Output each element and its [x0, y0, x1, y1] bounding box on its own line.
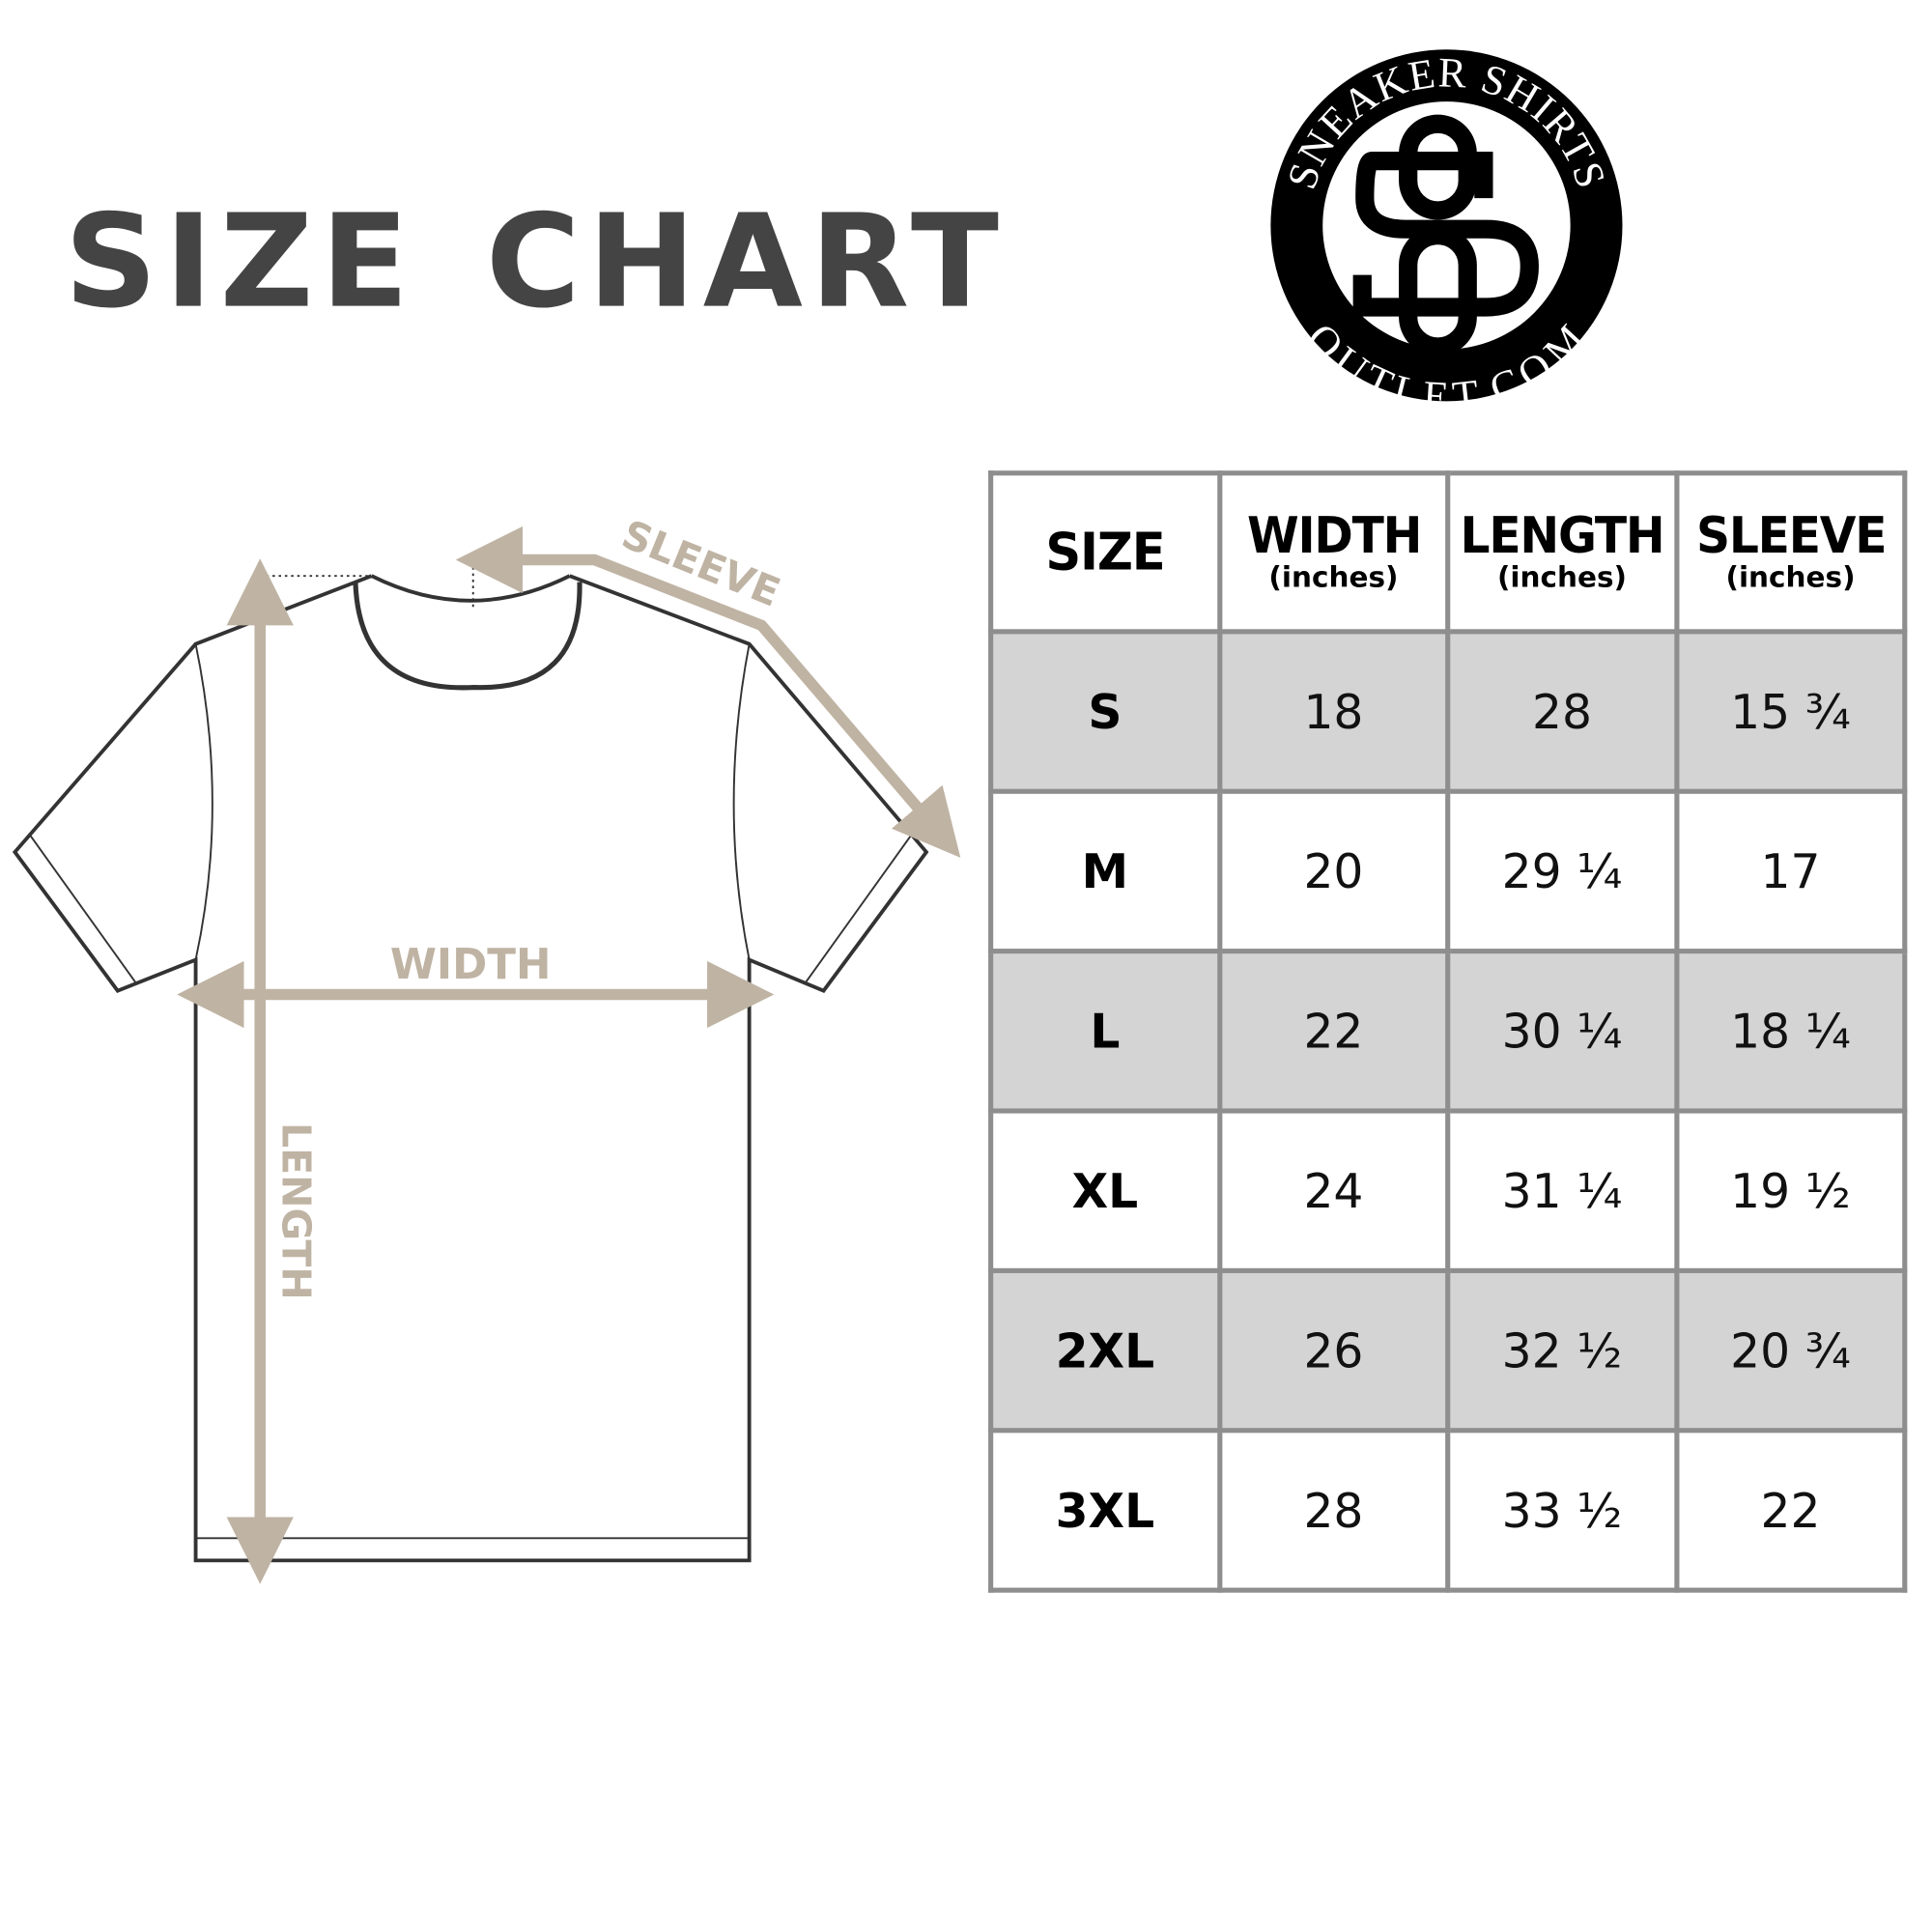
sleeve-cell: 18 ¼ [1673, 949, 1908, 1114]
width-cell: 26 [1216, 1267, 1451, 1434]
size-cell: M [988, 788, 1222, 954]
sleeve-cell: 15 ¾ [1673, 629, 1908, 794]
sleeve-cell: 17 [1673, 788, 1908, 954]
table-row: L 22 30 ¼ 18 ¼ [988, 949, 1908, 1114]
length-cell: 28 [1445, 629, 1679, 794]
width-cell: 20 [1216, 788, 1451, 954]
size-cell: S [988, 629, 1222, 794]
length-cell: 33 ½ [1445, 1428, 1679, 1593]
table-row: M 20 29 ¼ 17 [988, 788, 1908, 954]
table-header-row: SIZE WIDTH (inches) LENGTH (inches) SLEEVE… [988, 470, 1908, 635]
length-cell: 30 ¼ [1445, 949, 1679, 1114]
sleeve-cell: 20 ¾ [1673, 1267, 1908, 1434]
size-cell: 3XL [988, 1428, 1222, 1593]
size-cell: 2XL [988, 1267, 1222, 1434]
width-cell: 18 [1216, 629, 1451, 794]
header-size: SIZE [988, 470, 1222, 635]
sleeve-cell: 19 ½ [1673, 1108, 1908, 1273]
header-length: LENGTH (inches) [1445, 470, 1679, 635]
size-table: SIZE WIDTH (inches) LENGTH (inches) SLEEVE… [988, 470, 1908, 1593]
sleeve-cell: 22 [1673, 1428, 1908, 1593]
width-cell: 24 [1216, 1108, 1451, 1273]
length-cell: 31 ¼ [1445, 1108, 1679, 1273]
table-row: 3XL 28 33 ½ 22 [988, 1428, 1908, 1593]
size-cell: L [988, 949, 1222, 1114]
header-width: WIDTH (inches) [1216, 470, 1451, 635]
measurement-arrows [177, 526, 961, 1584]
size-cell: XL [988, 1108, 1222, 1273]
brand-logo: SNEAKER SHIRTS OUTLET.COM [1270, 49, 1623, 421]
length-cell: 29 ¼ [1445, 788, 1679, 954]
width-label: WIDTH [390, 941, 552, 989]
table-row: 2XL 26 32 ½ 20 ¾ [988, 1267, 1908, 1434]
header-sleeve: SLEEVE (inches) [1673, 470, 1908, 635]
table-row: XL 24 31 ¼ 19 ½ [988, 1108, 1908, 1273]
width-cell: 28 [1216, 1428, 1451, 1593]
table-row: S 18 28 15 ¾ [988, 629, 1908, 794]
length-cell: 32 ½ [1445, 1267, 1679, 1434]
width-cell: 22 [1216, 949, 1451, 1114]
length-label: LENGTH [272, 1122, 319, 1300]
sleeve-arrow [455, 526, 961, 858]
tshirt-outline [12, 563, 929, 1563]
page-title: SIZE CHART [64, 185, 1007, 337]
